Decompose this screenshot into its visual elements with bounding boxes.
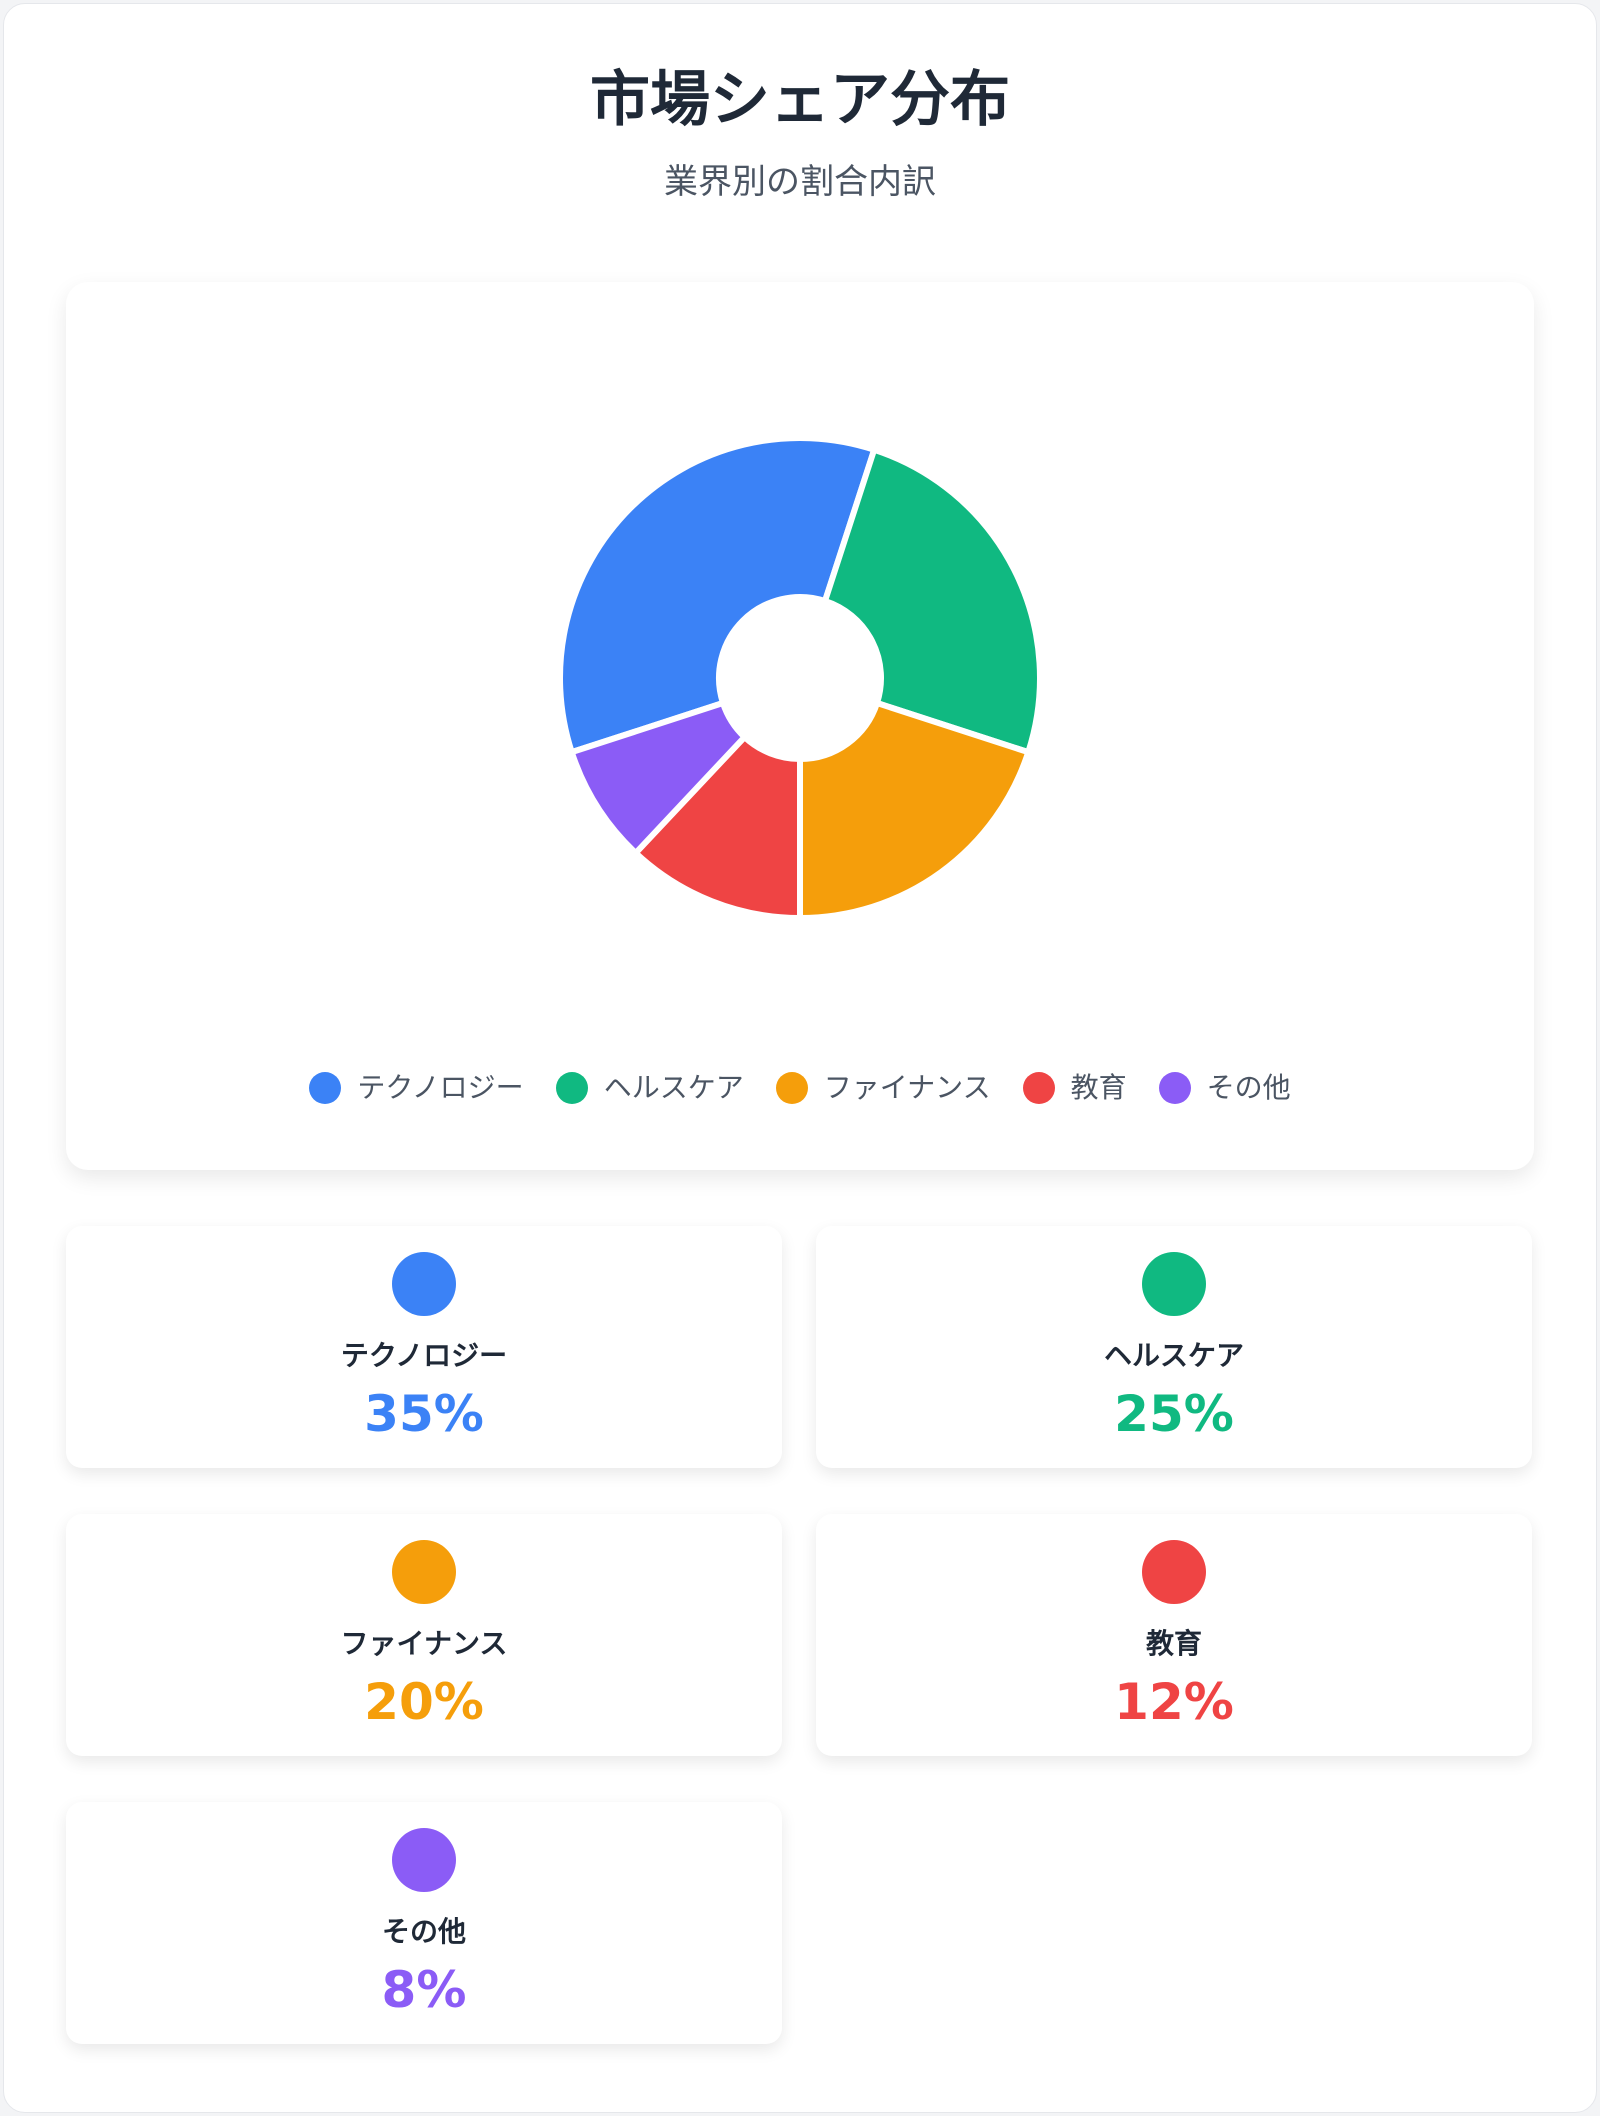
- legend-swatch: [1022, 1072, 1055, 1104]
- stat-card-finance: ファイナンス 20%: [66, 1514, 782, 1756]
- page-subtitle: 業界別の割合内訳: [664, 162, 936, 202]
- slice-education[interactable]: [632, 734, 803, 921]
- legend-item-healthcare[interactable]: ヘルスケア: [555, 1070, 744, 1106]
- legend-swatch: [309, 1072, 342, 1104]
- slice-healthcare[interactable]: [822, 446, 1043, 756]
- legend-label: 教育: [1070, 1071, 1127, 1104]
- stat-value: 35%: [364, 1385, 484, 1443]
- legend-item-technology[interactable]: テクノロジー: [309, 1070, 524, 1106]
- donut-chart: [557, 435, 1043, 921]
- slice-finance[interactable]: [797, 700, 1032, 921]
- stat-dot: [392, 1828, 456, 1892]
- legend-swatch: [775, 1072, 808, 1104]
- stat-dot: [392, 1252, 456, 1316]
- legend-item-other[interactable]: その他: [1158, 1070, 1291, 1106]
- legend-swatch: [1158, 1072, 1191, 1104]
- stat-card-technology: テクノロジー 35%: [66, 1226, 782, 1468]
- stat-dot: [392, 1540, 456, 1604]
- stat-value: 25%: [1114, 1385, 1234, 1443]
- stat-label: ファイナンス: [340, 1627, 508, 1660]
- slice-technology[interactable]: [557, 435, 878, 756]
- legend-item-finance[interactable]: ファイナンス: [775, 1070, 991, 1106]
- legend-item-education[interactable]: 教育: [1022, 1070, 1127, 1106]
- page-title: 市場シェア分布: [590, 65, 1010, 135]
- slice-other[interactable]: [568, 700, 748, 856]
- stat-label: ヘルスケア: [1103, 1339, 1244, 1372]
- stat-card-education: 教育 12%: [816, 1514, 1532, 1756]
- stat-card-other: その他 8%: [66, 1802, 782, 2044]
- legend-swatch: [555, 1072, 588, 1104]
- chart-card: テクノロジー ヘルスケア ファイナンス 教育 その他: [66, 282, 1534, 1170]
- legend-label: ファイナンス: [823, 1071, 991, 1104]
- stat-card-healthcare: ヘルスケア 25%: [816, 1226, 1532, 1468]
- stat-value: 8%: [381, 1961, 467, 2019]
- legend-label: その他: [1206, 1071, 1291, 1104]
- stat-value: 12%: [1114, 1673, 1234, 1731]
- legend-label: テクノロジー: [357, 1071, 524, 1104]
- stat-label: テクノロジー: [340, 1339, 508, 1372]
- stat-dot: [1142, 1540, 1206, 1604]
- stat-label: その他: [381, 1915, 466, 1948]
- stat-dot: [1142, 1252, 1206, 1316]
- stat-label: 教育: [1145, 1627, 1202, 1660]
- legend-label: ヘルスケア: [603, 1071, 744, 1104]
- chart-legend: テクノロジー ヘルスケア ファイナンス 教育 その他: [66, 1068, 1534, 1108]
- stat-value: 20%: [364, 1673, 484, 1731]
